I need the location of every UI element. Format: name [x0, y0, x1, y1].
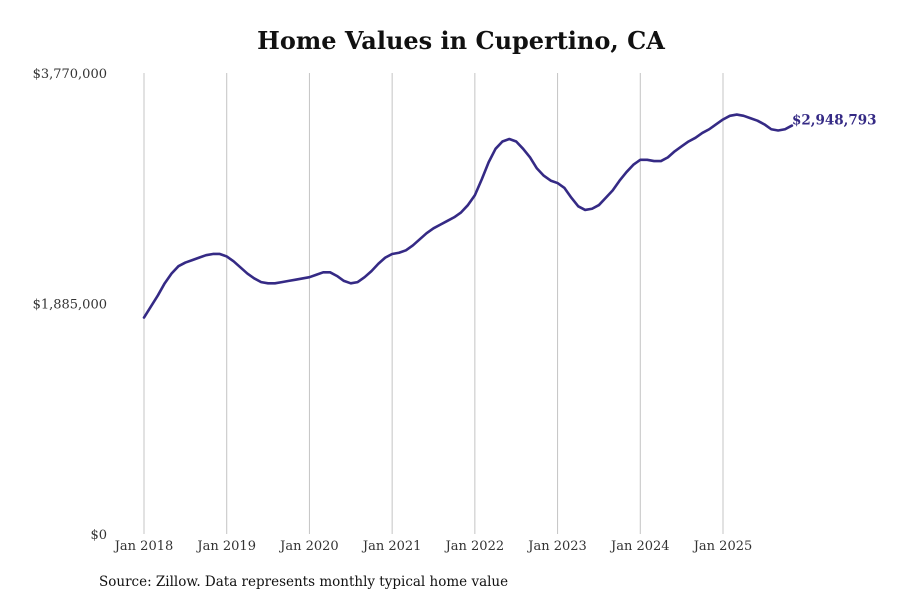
chart-title: Home Values in Cupertino, CA	[257, 26, 665, 55]
x-tick-label: Jan 2020	[278, 539, 339, 554]
y-axis-ticks: $0 $1,885,000 $3,770,000	[33, 67, 107, 543]
series-layer	[142, 113, 794, 319]
y-tick-label: $0	[90, 528, 107, 543]
data-labels: $2,948,793	[792, 113, 877, 129]
gridlines	[143, 73, 724, 534]
x-tick-label: Jan 2024	[609, 539, 670, 554]
source-note: Source: Zillow. Data represents monthly …	[99, 574, 509, 590]
x-tick-label: Jan 2023	[526, 539, 587, 554]
x-tick-label: Jan 2025	[692, 539, 753, 554]
x-tick-label: Jan 2021	[361, 539, 422, 554]
end-value-label: $2,948,793	[792, 113, 877, 129]
x-tick-label: Jan 2022	[444, 539, 505, 554]
y-tick-label: $3,770,000	[33, 67, 107, 82]
series-line	[142, 113, 794, 319]
y-tick-label: $1,885,000	[33, 298, 107, 313]
x-tick-label: Jan 2019	[195, 539, 256, 554]
x-tick-label: Jan 2018	[113, 539, 174, 554]
x-axis-ticks: Jan 2018 Jan 2019 Jan 2020 Jan 2021 Jan 2022…	[113, 539, 753, 554]
